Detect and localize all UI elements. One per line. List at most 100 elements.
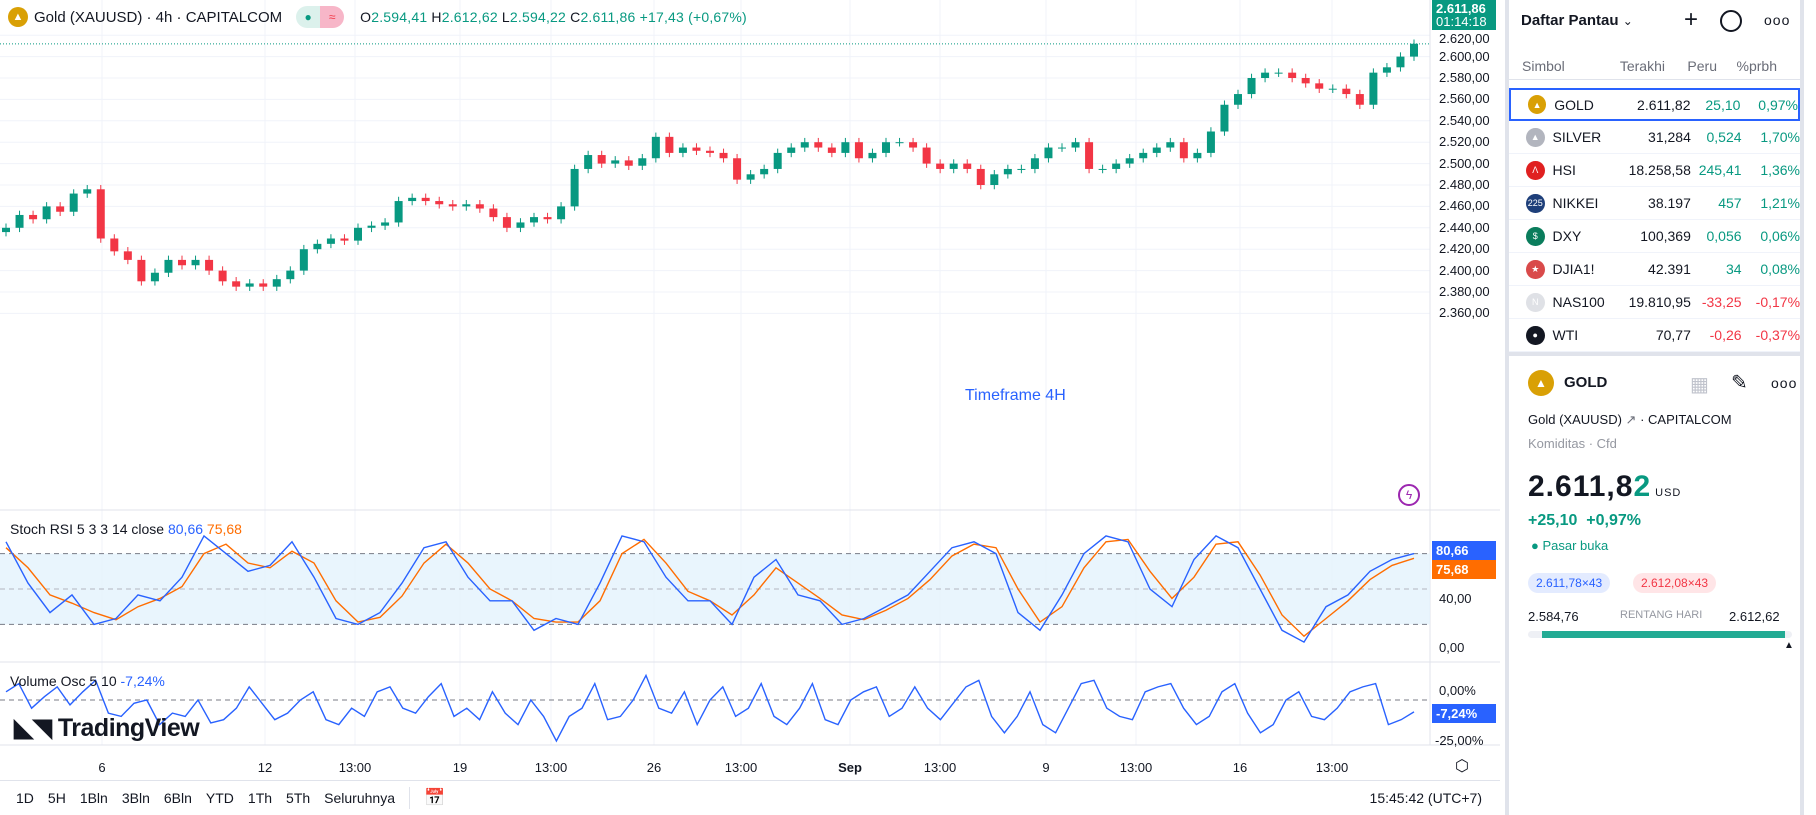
pie-chart-icon[interactable] bbox=[1720, 10, 1742, 32]
candle-up bbox=[1396, 56, 1405, 68]
grid-icon[interactable]: ▦ bbox=[1690, 374, 1709, 396]
range-1d[interactable]: 1D bbox=[16, 790, 34, 806]
row-change: 25,10 bbox=[1705, 96, 1741, 113]
gold-icon: ▲ bbox=[8, 7, 28, 27]
settings-icon[interactable]: ⬡ bbox=[1455, 758, 1469, 775]
candle-up bbox=[787, 147, 796, 153]
row-pct: -0,17% bbox=[1755, 294, 1801, 310]
vo-axis-label: 0,00% bbox=[1439, 683, 1476, 698]
col-last[interactable]: Terakhi bbox=[1619, 57, 1665, 74]
detail-category: Komiditas · Cfd bbox=[1528, 436, 1617, 451]
row-change: -33,25 bbox=[1701, 294, 1742, 310]
candle-down bbox=[976, 168, 985, 185]
watchlist-row[interactable]: $ DXY 100,369 0,056 0,06% bbox=[1509, 220, 1800, 253]
candle-down bbox=[110, 238, 119, 252]
stoch-d-tag: 75,68 bbox=[1432, 560, 1496, 579]
market-status-pill[interactable]: ● ≈ bbox=[296, 6, 345, 28]
candle-up bbox=[150, 272, 159, 282]
candle-down bbox=[854, 142, 863, 159]
candle-down bbox=[543, 217, 552, 220]
candle-down bbox=[1288, 72, 1297, 78]
candle-up bbox=[557, 206, 566, 220]
add-symbol-icon[interactable]: + bbox=[1684, 6, 1699, 33]
candle-down bbox=[56, 206, 65, 212]
row-last: 38.197 bbox=[1648, 195, 1691, 211]
time-axis-label: 6 bbox=[98, 760, 106, 775]
range-5th[interactable]: 5Th bbox=[286, 790, 311, 806]
watchlist-row[interactable]: Λ HSI 18.258,58 245,41 1,36% bbox=[1509, 154, 1800, 187]
chart-area[interactable]: ▲ Gold (XAUUSD) · 4h · CAPITALCOM ● ≈ O2.… bbox=[0, 0, 1500, 780]
candle-down bbox=[205, 259, 214, 271]
candle-up bbox=[1274, 72, 1283, 74]
go-to-date-icon[interactable]: 📅 bbox=[423, 788, 446, 807]
symbol-legend: ▲ Gold (XAUUSD) · 4h · CAPITALCOM ● ≈ O2.… bbox=[8, 6, 747, 28]
watchlist-row[interactable]: ▲ GOLD 2.611,82 25,10 0,97% bbox=[1509, 88, 1800, 121]
watchlist-title[interactable]: Daftar Pantau ⌄ bbox=[1521, 12, 1633, 29]
range-3bln[interactable]: 3Bln bbox=[121, 790, 150, 806]
candle-up bbox=[69, 193, 78, 212]
candle-up bbox=[1058, 147, 1066, 149]
lightning-icon[interactable]: ϟ bbox=[1398, 484, 1420, 506]
candle-up bbox=[841, 142, 850, 153]
range-1bln[interactable]: 1Bln bbox=[79, 790, 108, 806]
range-ytd[interactable]: YTD bbox=[205, 790, 234, 806]
time-axis-label: 13:00 bbox=[338, 760, 372, 775]
watchlist-row[interactable]: ▲ SILVER 31,284 0,524 1,70% bbox=[1509, 121, 1800, 154]
range-6bln[interactable]: 6Bln bbox=[163, 790, 192, 806]
chart-canvas[interactable] bbox=[0, 0, 1500, 780]
candle-down bbox=[706, 150, 714, 153]
price-axis-label: 2.420,00 bbox=[1439, 241, 1490, 257]
range-all[interactable]: Seluruhnya bbox=[324, 790, 395, 806]
candle-up bbox=[286, 270, 295, 280]
candle-up bbox=[1003, 168, 1012, 175]
time-axis-label: 13:00 bbox=[923, 760, 957, 775]
market-status: ● Pasar buka bbox=[1531, 538, 1609, 553]
candle-down bbox=[218, 270, 227, 282]
col-pct[interactable]: %prbh bbox=[1736, 57, 1777, 74]
candle-down bbox=[340, 238, 349, 241]
watchlist-row[interactable]: N NAS100 19.810,95 -33,25 -0,17% bbox=[1509, 286, 1800, 319]
candle-up bbox=[746, 174, 755, 180]
edit-icon[interactable]: ✎ bbox=[1731, 372, 1748, 394]
candle-down bbox=[475, 204, 484, 209]
watchlist-row[interactable]: ★ DJIA1! 42.391 34 0,08% bbox=[1509, 253, 1800, 286]
candle-down bbox=[827, 147, 836, 153]
current-price-marker-icon: ▲ bbox=[1784, 640, 1794, 651]
candle-up bbox=[83, 189, 92, 194]
more-icon[interactable]: ooo bbox=[1764, 12, 1791, 28]
col-change[interactable]: Peru bbox=[1687, 57, 1717, 74]
row-last: 31,284 bbox=[1648, 129, 1691, 145]
candle-up bbox=[530, 217, 538, 223]
candle-up bbox=[191, 259, 200, 266]
candle-up bbox=[1206, 131, 1215, 153]
range-5h[interactable]: 5H bbox=[47, 790, 66, 806]
clock[interactable]: 15:45:42 (UTC+7) bbox=[1369, 790, 1482, 806]
price-axis-label: 2.480,00 bbox=[1439, 177, 1490, 192]
price-axis-label: 2.600,00 bbox=[1439, 48, 1490, 64]
range-1th[interactable]: 1Th bbox=[247, 790, 273, 806]
candle-up bbox=[611, 160, 620, 164]
row-symbol: DXY bbox=[1552, 228, 1582, 244]
candle-down bbox=[502, 217, 511, 228]
candle-down bbox=[733, 158, 742, 180]
col-symbol[interactable]: Simbol bbox=[1522, 57, 1565, 74]
candle-up bbox=[882, 142, 890, 153]
volume-osc-legend[interactable]: Volume Osc 5 10 -7,24% bbox=[10, 673, 165, 689]
price-axis-label: 2.360,00 bbox=[1439, 305, 1490, 321]
row-last: 100,369 bbox=[1640, 228, 1691, 244]
watchlist-row[interactable]: 225 NIKKEI 38.197 457 1,21% bbox=[1509, 187, 1800, 220]
symbol-title[interactable]: Gold (XAUUSD) · 4h · CAPITALCOM bbox=[34, 8, 283, 26]
more-icon[interactable]: ooo bbox=[1771, 375, 1798, 391]
watchlist-row[interactable]: ● WTI 70,77 -0,26 -0,37% bbox=[1509, 319, 1800, 352]
price-axis-label: 2.400,00 bbox=[1439, 262, 1490, 278]
candle-up bbox=[354, 227, 362, 241]
tradingview-logo[interactable]: ◣◥ TradingView bbox=[14, 714, 200, 742]
candle-down bbox=[624, 160, 633, 166]
candle-down bbox=[692, 147, 701, 151]
candle-down bbox=[597, 155, 606, 164]
candle-up bbox=[584, 155, 593, 169]
stoch-rsi-legend[interactable]: Stoch RSI 5 3 3 14 close 80,66 75,68 bbox=[10, 521, 242, 537]
candle-up bbox=[1166, 142, 1175, 148]
candle-down bbox=[232, 281, 241, 287]
chart-annotation[interactable]: Timeframe 4H bbox=[965, 387, 1066, 404]
